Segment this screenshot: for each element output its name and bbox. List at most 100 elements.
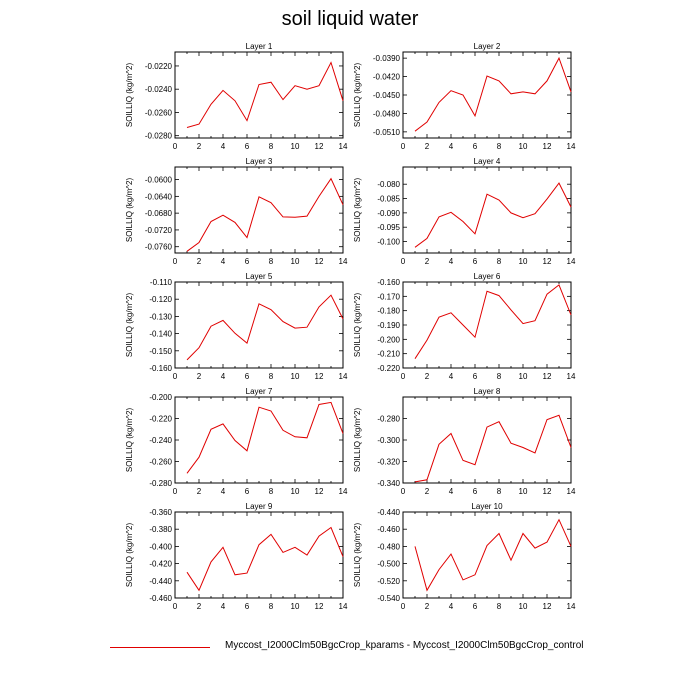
x-tick-label: 0 xyxy=(401,372,406,381)
plot-frame xyxy=(174,511,344,599)
x-tick-label: 6 xyxy=(473,602,478,611)
y-tick-label: -0.090 xyxy=(377,209,400,218)
x-tick-label: 12 xyxy=(315,602,324,611)
x-tick-label: 10 xyxy=(291,372,300,381)
x-tick-label: 10 xyxy=(519,372,528,381)
y-tick-label: -0.210 xyxy=(377,350,400,359)
x-tick-label: 0 xyxy=(401,257,406,266)
x-tick-label: 2 xyxy=(197,142,202,151)
y-axis-label: SOILLIQ (kg/m^2) xyxy=(353,178,362,243)
y-tick-label: -0.0240 xyxy=(145,85,173,94)
x-tick-label: 8 xyxy=(269,142,274,151)
x-tick-label: 4 xyxy=(449,372,454,381)
x-tick-label: 14 xyxy=(567,372,576,381)
plot-frame xyxy=(402,51,572,139)
x-tick-label: 4 xyxy=(221,602,226,611)
y-axis-label: SOILLIQ (kg/m^2) xyxy=(125,523,134,588)
x-tick-label: 2 xyxy=(425,142,430,151)
series-line xyxy=(414,414,572,483)
y-axis-label: SOILLIQ (kg/m^2) xyxy=(353,293,362,358)
x-tick-label: 2 xyxy=(197,487,202,496)
y-tick-label: -0.260 xyxy=(149,458,172,467)
y-tick-label: -0.0420 xyxy=(373,73,401,82)
y-tick-label: -0.0640 xyxy=(145,192,173,201)
x-tick-label: 2 xyxy=(425,372,430,381)
panel-layer-2: Layer 2 0 2 4 6 8 10 12 14 -0.0390 -0.0420 -0.0450 -… xyxy=(353,42,576,151)
panel-title: Layer 3 xyxy=(246,157,273,166)
plot-frame xyxy=(402,396,572,484)
x-tick-label: 14 xyxy=(339,487,348,496)
series-line xyxy=(186,294,344,361)
x-tick-label: 12 xyxy=(315,257,324,266)
y-tick-label: -0.440 xyxy=(149,577,172,586)
plot-frame xyxy=(174,51,344,139)
x-tick-label: 2 xyxy=(197,257,202,266)
plot-frame xyxy=(174,281,344,369)
y-tick-label: -0.140 xyxy=(149,330,172,339)
y-tick-label: -0.320 xyxy=(377,458,400,467)
y-tick-label: -0.440 xyxy=(377,508,400,517)
panel-layer-9: Layer 9 0 2 4 6 8 10 12 14 -0.360 -0.380 -0.400 -0.4… xyxy=(125,502,348,611)
y-axis-label: SOILLIQ (kg/m^2) xyxy=(125,178,134,243)
y-tick-label: -0.160 xyxy=(149,364,172,373)
panel-layer-10: Layer 10 0 2 4 6 8 10 12 14 -0.440 -0.460 -0.480 -0.… xyxy=(353,502,576,611)
x-tick-label: 10 xyxy=(291,257,300,266)
y-tick-label: -0.540 xyxy=(377,594,400,603)
y-tick-label: -0.0510 xyxy=(373,128,401,137)
x-tick-label: 6 xyxy=(473,487,478,496)
y-tick-label: -0.170 xyxy=(377,292,400,301)
x-tick-label: 10 xyxy=(291,487,300,496)
y-tick-label: -0.110 xyxy=(150,278,173,287)
x-tick-label: 12 xyxy=(315,372,324,381)
x-tick-label: 8 xyxy=(269,487,274,496)
legend: Myccost_I2000Clm50BgcCrop_kparams - Mycc… xyxy=(110,638,630,658)
x-tick-label: 8 xyxy=(497,257,502,266)
x-tick-label: 0 xyxy=(401,487,406,496)
y-tick-label: -0.460 xyxy=(377,525,400,534)
x-tick-label: 4 xyxy=(221,487,226,496)
y-axis-label: SOILLIQ (kg/m^2) xyxy=(353,408,362,473)
x-tick-label: 0 xyxy=(173,602,178,611)
x-tick-label: 0 xyxy=(401,602,406,611)
series-line xyxy=(414,284,572,359)
y-tick-label: -0.180 xyxy=(377,307,400,316)
series-line xyxy=(414,56,572,132)
y-tick-label: -0.340 xyxy=(377,479,400,488)
x-tick-label: 8 xyxy=(497,487,502,496)
y-tick-label: -0.200 xyxy=(149,393,172,402)
x-tick-label: 6 xyxy=(245,487,250,496)
series-line xyxy=(186,401,344,474)
panel-title: Layer 9 xyxy=(246,502,273,511)
y-tick-label: -0.420 xyxy=(149,560,172,569)
y-axis-label: SOILLIQ (kg/m^2) xyxy=(353,63,362,128)
panel-title: Layer 5 xyxy=(246,272,273,281)
y-tick-label: -0.0260 xyxy=(145,108,173,117)
x-tick-label: 14 xyxy=(339,372,348,381)
y-tick-label: -0.0600 xyxy=(145,176,173,185)
figure-title: soil liquid water xyxy=(281,8,419,30)
x-tick-label: 12 xyxy=(543,257,552,266)
panel-title: Layer 10 xyxy=(471,502,503,511)
plot-frame xyxy=(402,281,572,369)
y-axis-label: SOILLIQ (kg/m^2) xyxy=(125,63,134,128)
x-tick-label: 0 xyxy=(173,257,178,266)
x-tick-label: 14 xyxy=(567,142,576,151)
x-tick-label: 0 xyxy=(401,142,406,151)
y-tick-label: -0.0390 xyxy=(373,54,401,63)
series-line xyxy=(414,518,572,592)
y-tick-label: -0.160 xyxy=(377,278,400,287)
panel-title: Layer 4 xyxy=(474,157,501,166)
y-tick-label: -0.190 xyxy=(377,321,400,330)
x-tick-label: 6 xyxy=(245,142,250,151)
panel-title: Layer 7 xyxy=(246,387,273,396)
x-tick-label: 2 xyxy=(425,602,430,611)
y-tick-label: -0.120 xyxy=(149,295,172,304)
y-tick-label: -0.460 xyxy=(149,594,172,603)
y-tick-label: -0.100 xyxy=(377,238,400,247)
x-tick-label: 6 xyxy=(245,372,250,381)
y-tick-label: -0.520 xyxy=(377,577,400,586)
x-tick-label: 6 xyxy=(245,257,250,266)
y-tick-label: -0.0680 xyxy=(145,209,173,218)
panel-title: Layer 1 xyxy=(246,42,273,51)
